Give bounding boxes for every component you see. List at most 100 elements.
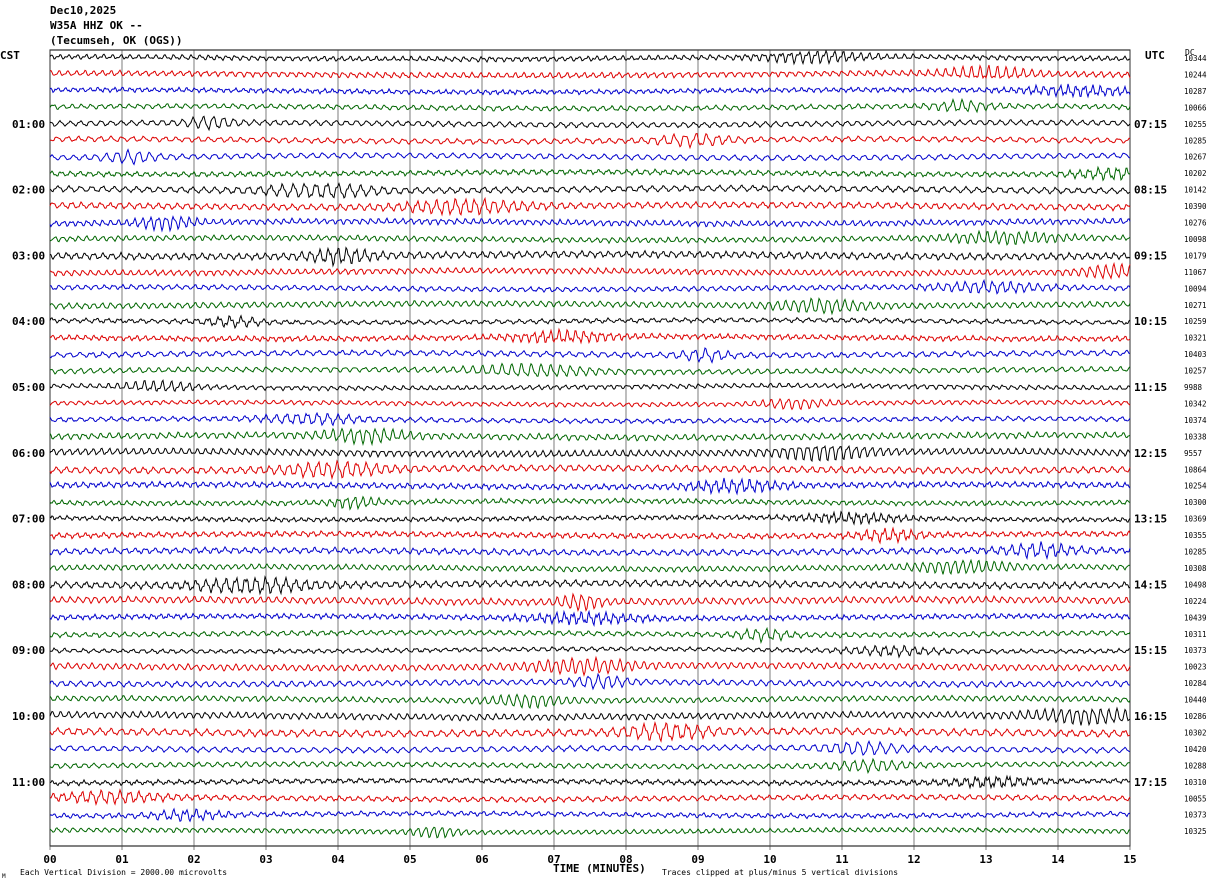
x-tick-label: 00 xyxy=(43,853,56,866)
cst-hour-label: 06:00 xyxy=(12,447,45,460)
seismic-trace xyxy=(49,397,1131,411)
dc-offset-label: 10267 xyxy=(1184,153,1207,162)
dc-offset-label: 10055 xyxy=(1184,794,1207,803)
header-location: (Tecumseh, OK (OGS)) xyxy=(50,34,183,47)
cst-hour-label: 10:00 xyxy=(12,710,45,723)
seismic-trace xyxy=(49,115,1131,132)
dc-offset-label: 10355 xyxy=(1184,531,1207,540)
dc-offset-label: 10300 xyxy=(1184,498,1207,507)
dc-offset-label: 10338 xyxy=(1184,432,1207,441)
dc-offset-label: 10094 xyxy=(1184,284,1207,293)
utc-hour-label: 12:15 xyxy=(1134,447,1167,460)
x-tick-label: 08 xyxy=(619,853,632,866)
x-tick-label: 10 xyxy=(763,853,776,866)
seismic-trace xyxy=(49,297,1131,316)
dc-offset-label: 10498 xyxy=(1184,580,1207,589)
seismic-trace xyxy=(49,510,1131,526)
dc-offset-label: 10254 xyxy=(1184,482,1207,491)
cst-hour-label: 03:00 xyxy=(12,249,45,262)
left-timezone-label: CST xyxy=(0,49,20,62)
dc-offset-label: 10244 xyxy=(1184,70,1207,79)
footer-mark: M xyxy=(2,873,6,880)
dc-offset-label: 10321 xyxy=(1184,334,1207,343)
seismic-trace xyxy=(49,575,1131,596)
dc-offset-label: 10224 xyxy=(1184,597,1207,606)
dc-column-header: DC xyxy=(1185,48,1195,57)
dc-offset-label: 10276 xyxy=(1184,219,1207,228)
seismic-trace xyxy=(49,444,1131,463)
seismic-trace xyxy=(49,196,1131,217)
dc-offset-label: 10098 xyxy=(1184,235,1207,244)
dc-offset-label: 10420 xyxy=(1184,745,1207,754)
x-tick-label: 03 xyxy=(259,853,272,866)
cst-hour-label: 05:00 xyxy=(12,381,45,394)
seismic-trace xyxy=(49,626,1131,644)
utc-hour-label: 14:15 xyxy=(1134,578,1167,591)
right-timezone-label: UTC xyxy=(1145,49,1165,62)
x-tick-label: 05 xyxy=(403,853,416,866)
seismic-trace xyxy=(49,706,1131,727)
x-tick-label: 15 xyxy=(1123,853,1136,866)
x-axis-title: TIME (MINUTES) xyxy=(553,862,646,875)
utc-hour-label: 10:15 xyxy=(1134,315,1167,328)
seismic-trace xyxy=(49,97,1131,114)
utc-hour-label: 08:15 xyxy=(1134,184,1167,197)
seismic-trace xyxy=(49,64,1131,80)
seismic-trace xyxy=(49,495,1131,511)
seismic-trace xyxy=(49,229,1131,246)
dc-offset-label: 10257 xyxy=(1184,367,1207,376)
dc-offset-label: 10288 xyxy=(1184,761,1207,770)
seismic-trace xyxy=(49,693,1131,710)
dc-offset-label: 10373 xyxy=(1184,646,1207,655)
seismic-trace xyxy=(49,347,1131,364)
scale-note: Each Vertical Division = 2000.00 microvo… xyxy=(20,868,228,877)
utc-hour-label: 07:15 xyxy=(1134,118,1167,131)
dc-offset-label: 10285 xyxy=(1184,136,1207,145)
dc-offset-label: 10271 xyxy=(1184,301,1207,310)
header-station: W35A HHZ OK -- xyxy=(50,19,143,32)
dc-offset-label: 9988 xyxy=(1184,383,1203,392)
seismic-trace xyxy=(49,278,1131,295)
seismic-trace xyxy=(49,644,1131,659)
seismic-trace xyxy=(49,261,1131,280)
utc-hour-label: 09:15 xyxy=(1134,249,1167,262)
seismic-trace xyxy=(49,379,1131,393)
header-date: Dec10,2025 xyxy=(50,4,117,17)
x-tick-label: 14 xyxy=(1051,853,1065,866)
seismic-trace xyxy=(49,182,1131,199)
dc-offset-label: 10864 xyxy=(1184,465,1207,474)
cst-hour-label: 08:00 xyxy=(12,578,45,591)
seismic-trace xyxy=(49,132,1131,150)
seismic-trace xyxy=(49,49,1131,66)
dc-offset-label: 10344 xyxy=(1184,54,1207,63)
seismic-trace xyxy=(49,526,1131,545)
cst-hour-label: 02:00 xyxy=(12,184,45,197)
dc-offset-label: 10259 xyxy=(1184,317,1207,326)
seismic-trace xyxy=(49,592,1131,613)
dc-offset-label: 10342 xyxy=(1184,399,1207,408)
dc-offset-label: 10284 xyxy=(1184,679,1207,688)
x-tick-label: 13 xyxy=(979,853,992,866)
utc-hour-label: 13:15 xyxy=(1134,513,1167,526)
seismic-trace xyxy=(49,148,1131,166)
dc-offset-label: 10066 xyxy=(1184,103,1207,112)
dc-offset-label: 10287 xyxy=(1184,87,1207,96)
x-tick-label: 01 xyxy=(115,853,129,866)
seismic-trace xyxy=(49,327,1131,345)
dc-offset-label: 9557 xyxy=(1184,449,1202,458)
cst-hour-label: 01:00 xyxy=(12,118,45,131)
seismic-trace xyxy=(49,246,1131,268)
seismic-trace xyxy=(49,459,1131,481)
seismic-trace xyxy=(49,165,1131,182)
seismic-trace xyxy=(49,655,1131,677)
dc-offset-label: 10255 xyxy=(1184,120,1207,129)
seismic-trace xyxy=(49,477,1131,496)
seismic-trace xyxy=(49,411,1131,427)
dc-offset-label: 10023 xyxy=(1184,663,1207,672)
cst-hour-label: 11:00 xyxy=(12,776,45,789)
dc-offset-label: 10285 xyxy=(1184,548,1207,557)
dc-offset-label: 10179 xyxy=(1184,251,1207,260)
dc-offset-label: 10374 xyxy=(1184,416,1207,425)
cst-hour-label: 09:00 xyxy=(12,644,45,657)
seismic-trace xyxy=(49,672,1131,691)
